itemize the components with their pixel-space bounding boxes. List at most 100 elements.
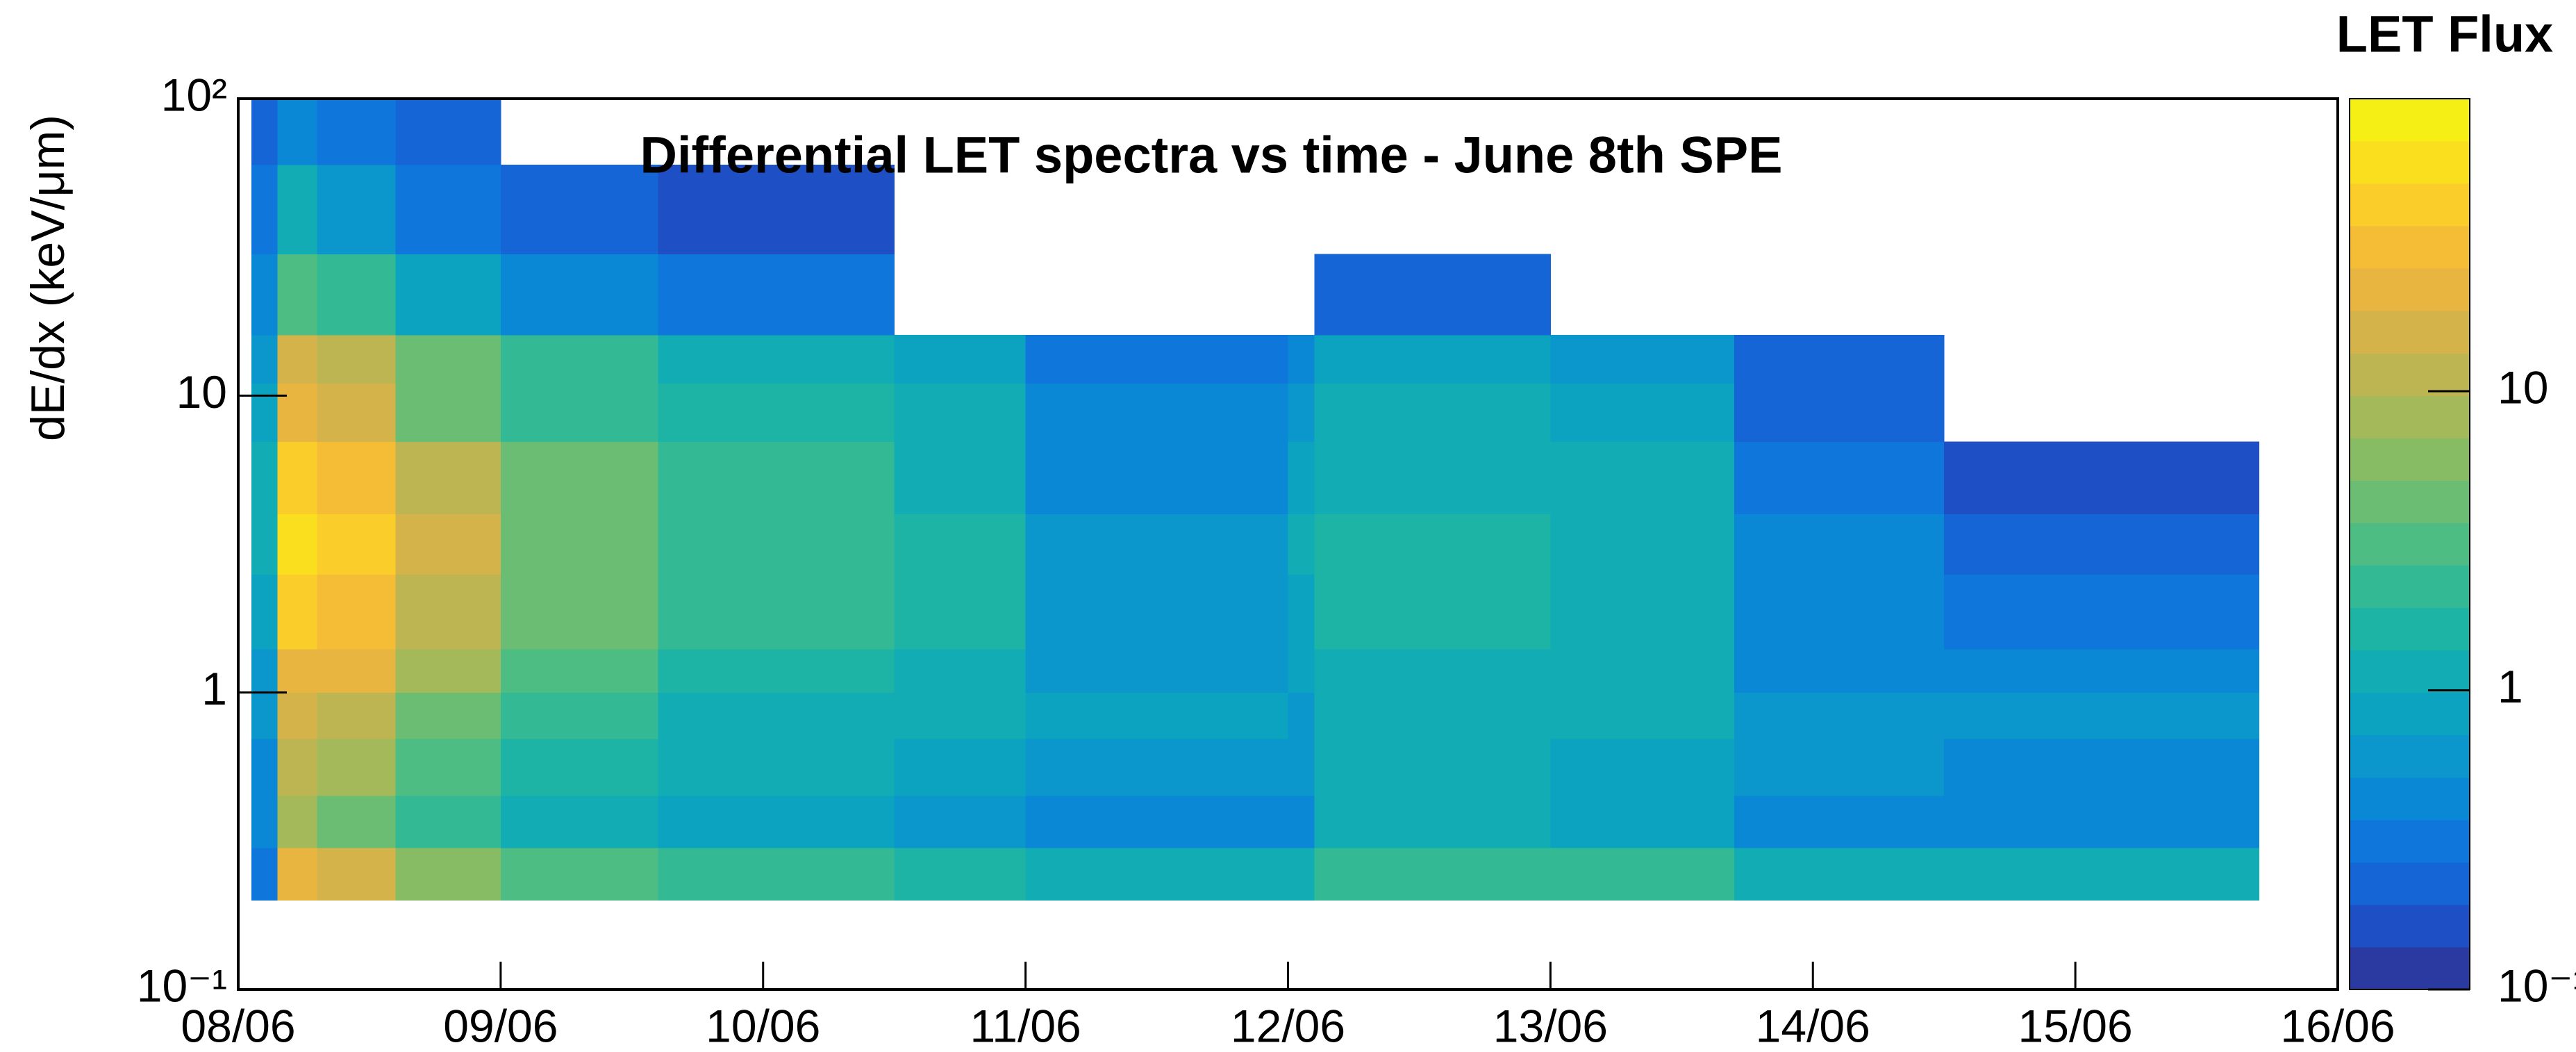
heatmap-cell <box>1944 574 2260 650</box>
heatmap-cell <box>894 795 1027 848</box>
heatmap-cell <box>500 848 659 901</box>
heatmap-cell <box>251 513 279 575</box>
heatmap-cell <box>277 441 317 514</box>
heatmap-cell <box>1314 574 1551 650</box>
heatmap-cell <box>1944 795 2260 848</box>
heatmap-cell <box>1314 441 1551 514</box>
heatmap-cell <box>500 335 659 384</box>
heatmap-cell <box>1025 574 1288 650</box>
heatmap-cell <box>500 164 659 254</box>
colorbar-step <box>2350 268 2470 311</box>
heatmap-cell <box>1288 335 1315 384</box>
heatmap-cell <box>317 649 397 693</box>
heatmap-cell <box>1025 649 1288 693</box>
colorbar-tick-label: 1 <box>2498 661 2523 712</box>
colorbar-step <box>2350 141 2470 184</box>
heatmap-cell <box>658 649 895 693</box>
colorbar-step <box>2350 311 2470 354</box>
heatmap-cell <box>1550 335 1735 384</box>
y-tick-label: 10⁻¹ <box>137 960 227 1011</box>
heatmap-cell <box>658 383 895 443</box>
heatmap-cell <box>894 848 1027 901</box>
heatmap-cell <box>1314 738 1551 796</box>
heatmap-cell <box>395 649 501 693</box>
heatmap-cell <box>1314 649 1551 693</box>
heatmap-cell <box>658 738 895 796</box>
heatmap-cell <box>500 254 659 336</box>
heatmap-cell <box>1550 649 1735 693</box>
heatmap-cell <box>277 574 317 650</box>
heatmap-cell <box>500 441 659 514</box>
heatmap-cell <box>894 574 1027 650</box>
x-tick-label: 08/06 <box>181 1000 295 1051</box>
heatmap-cell <box>658 254 895 336</box>
heatmap-cell <box>395 164 501 254</box>
heatmap-cell <box>1288 383 1315 443</box>
heatmap-cell <box>1314 848 1551 901</box>
heatmap-cell <box>251 335 279 384</box>
colorbar-step <box>2350 353 2470 396</box>
heatmap-cell <box>251 692 279 739</box>
x-tick-label: 11/06 <box>970 1000 1081 1051</box>
colorbar-step <box>2350 183 2470 227</box>
heatmap-cell <box>317 692 397 739</box>
colorbar-step <box>2350 607 2470 651</box>
heatmap-cell <box>317 441 397 514</box>
heatmap-cell <box>1288 649 1315 693</box>
heatmap-cell <box>277 335 317 384</box>
heatmap-cell <box>317 848 397 901</box>
heatmap-cell <box>1734 441 1945 514</box>
heatmap-cell <box>1025 692 1288 739</box>
heatmap-cell <box>1314 795 1551 848</box>
heatmap-cell <box>251 99 279 165</box>
heatmap-cell <box>395 848 501 901</box>
heatmap-cell <box>894 335 1027 384</box>
heatmap-cell <box>317 164 397 254</box>
colorbar-label: LET Flux <box>2336 6 2553 63</box>
heatmap-cell <box>500 692 659 739</box>
heatmap-cell <box>1288 795 1315 848</box>
heatmap-cell <box>251 164 279 254</box>
heatmap-cell <box>1025 795 1288 848</box>
heatmap-cell <box>1550 383 1735 443</box>
heatmap <box>251 99 2260 901</box>
heatmap-cell <box>658 574 895 650</box>
heatmap-cell <box>500 513 659 575</box>
y-tick-label: 10² <box>161 69 227 120</box>
heatmap-cell <box>1550 795 1735 848</box>
heatmap-cell <box>251 441 279 514</box>
x-tick-label: 16/06 <box>2280 1000 2395 1051</box>
heatmap-cell <box>1550 441 1735 514</box>
heatmap-cell <box>1288 738 1315 796</box>
heatmap-cell <box>395 335 501 384</box>
heatmap-cell <box>277 99 317 165</box>
heatmap-cell <box>277 795 317 848</box>
heatmap-cell <box>658 848 895 901</box>
colorbar-step <box>2350 438 2470 481</box>
heatmap-cell <box>500 795 659 848</box>
heatmap-cell <box>1314 254 1551 336</box>
heatmap-cell <box>658 795 895 848</box>
x-tick-label: 10/06 <box>706 1000 820 1051</box>
heatmap-cell <box>277 848 317 901</box>
heatmap-cell <box>1314 692 1551 739</box>
colorbar-step <box>2350 777 2470 821</box>
heatmap-cell <box>395 254 501 336</box>
heatmap-cell <box>317 738 397 796</box>
y-tick-label: 10 <box>176 366 227 418</box>
heatmap-cell <box>251 848 279 901</box>
heatmap-cell <box>251 574 279 650</box>
colorbar-step <box>2350 946 2470 990</box>
heatmap-cell <box>1314 335 1551 384</box>
heatmap-cell <box>1734 738 1945 796</box>
colorbar-step <box>2350 480 2470 523</box>
x-tick-label: 15/06 <box>2018 1000 2133 1051</box>
heatmap-cell <box>251 795 279 848</box>
heatmap-cell <box>894 513 1027 575</box>
x-tick-label: 12/06 <box>1231 1000 1345 1051</box>
colorbar-step <box>2350 523 2470 566</box>
colorbar-step <box>2350 904 2470 948</box>
heatmap-cell <box>1734 513 1945 575</box>
colorbar-step <box>2350 862 2470 905</box>
heatmap-cell <box>1944 649 2260 693</box>
